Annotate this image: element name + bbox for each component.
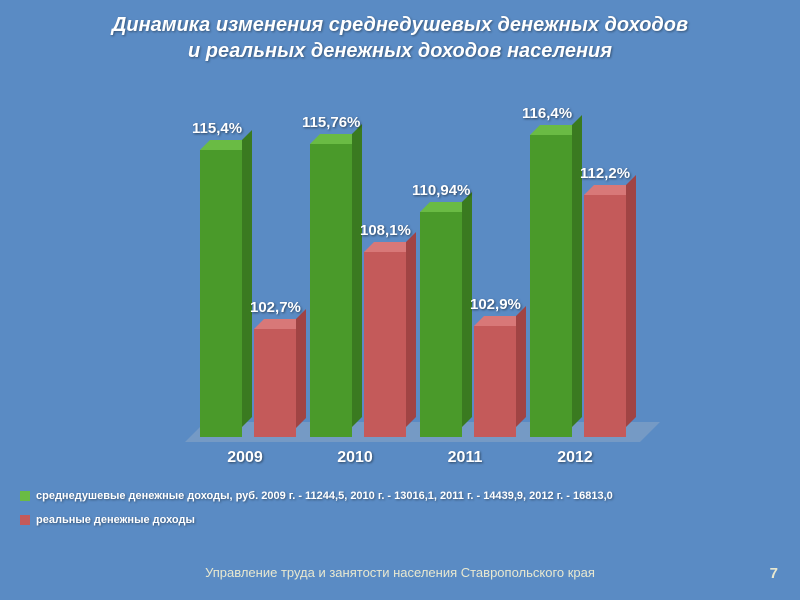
bar-value-label: 116,4% (522, 105, 572, 122)
bar-value-label: 112,2% (580, 165, 630, 182)
bar: 112,2% (584, 195, 626, 437)
bar: 108,1% (364, 252, 406, 437)
page-number: 7 (770, 565, 778, 582)
bar-value-label: 115,76% (302, 114, 360, 131)
year-label: 2012 (545, 449, 605, 467)
year-label: 2011 (435, 449, 495, 467)
footer-text: Управление труда и занятости населения С… (0, 565, 800, 580)
legend-text-2: реальные денежные доходы (36, 514, 195, 526)
bar-group: 116,4% 112,2% (530, 135, 626, 437)
bar-value-label: 108,1% (360, 222, 411, 239)
bar-value-label: 115,4% (192, 120, 242, 137)
legend-swatch-green (20, 491, 30, 501)
bar-value-label: 102,9% (470, 296, 521, 313)
legend: среднедушевые денежные доходы, руб. 2009… (20, 490, 613, 538)
bar-group: 115,4% 102,7% (200, 150, 296, 437)
chart-area: 115,4%102,7%115,76%108,1%110,94%102,9%11… (0, 77, 800, 477)
bar: 110,94% (420, 212, 462, 437)
bar: 102,7% (254, 329, 296, 438)
bar: 115,76% (310, 144, 352, 437)
legend-item-1: среднедушевые денежные доходы, руб. 2009… (20, 490, 613, 502)
bar-value-label: 110,94% (412, 182, 470, 199)
year-label: 2010 (325, 449, 385, 467)
legend-swatch-red (20, 515, 30, 525)
bar-value-label: 102,7% (250, 299, 301, 316)
bar-group: 110,94% 102,9% (420, 212, 516, 437)
bar: 102,9% (474, 326, 516, 437)
bar-group: 115,76% 108,1% (310, 144, 406, 437)
bar: 115,4% (200, 150, 242, 437)
chart-title: Динамика изменения среднедушевых денежны… (0, 0, 800, 72)
legend-item-2: реальные денежные доходы (20, 514, 613, 526)
legend-text-1: среднедушевые денежные доходы, руб. 2009… (36, 490, 613, 502)
year-label: 2009 (215, 449, 275, 467)
bar: 116,4% (530, 135, 572, 437)
